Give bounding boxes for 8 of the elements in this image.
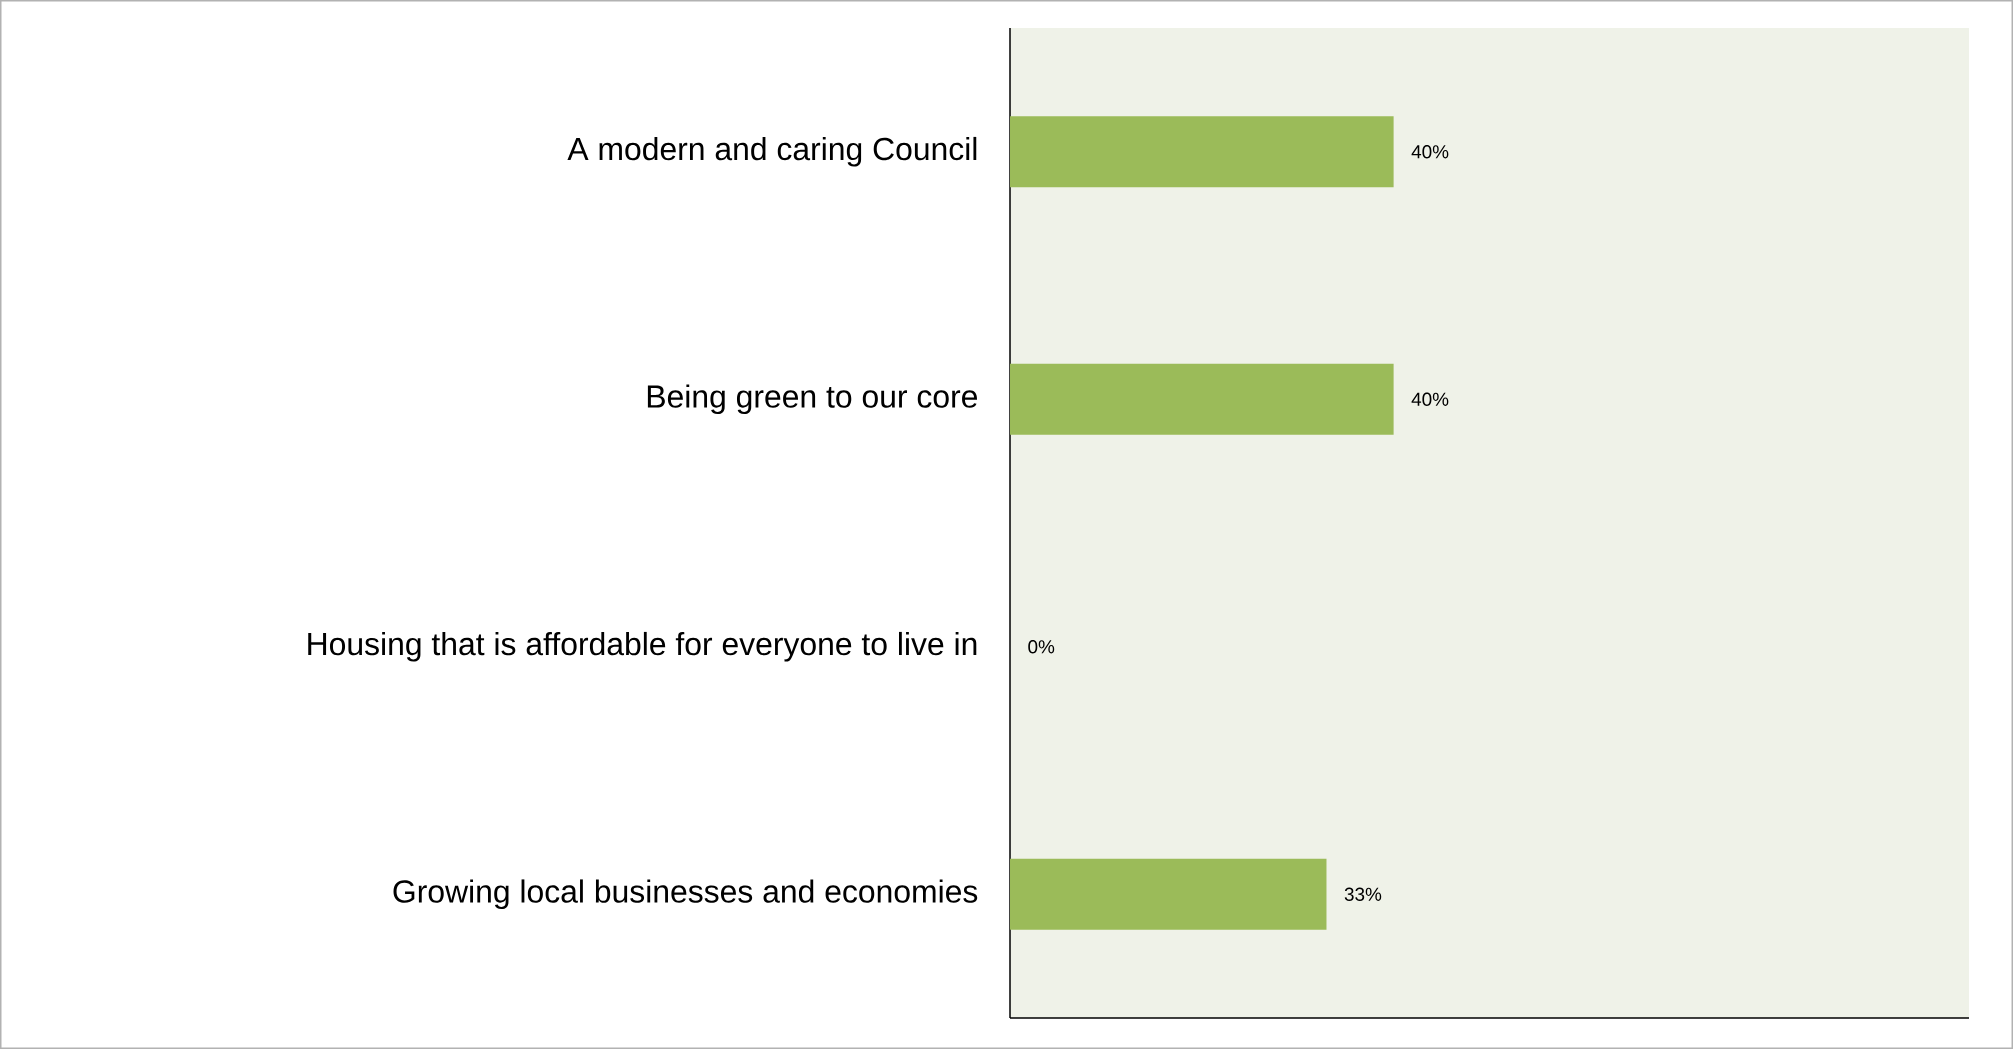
data-label: 33% bbox=[1344, 887, 1382, 901]
data-label: 40% bbox=[1411, 392, 1449, 406]
y-tick-label: Growing local businesses and economies bbox=[393, 879, 978, 910]
y-tick-label: Being green to our core bbox=[647, 384, 977, 415]
y-tick-label: Housing that is affordable for everyone to live in bbox=[308, 631, 977, 662]
data-label: 40% bbox=[1411, 145, 1449, 159]
y-tick-label: A modern and caring Council bbox=[567, 136, 977, 167]
data-label: 0% bbox=[1028, 640, 1055, 654]
